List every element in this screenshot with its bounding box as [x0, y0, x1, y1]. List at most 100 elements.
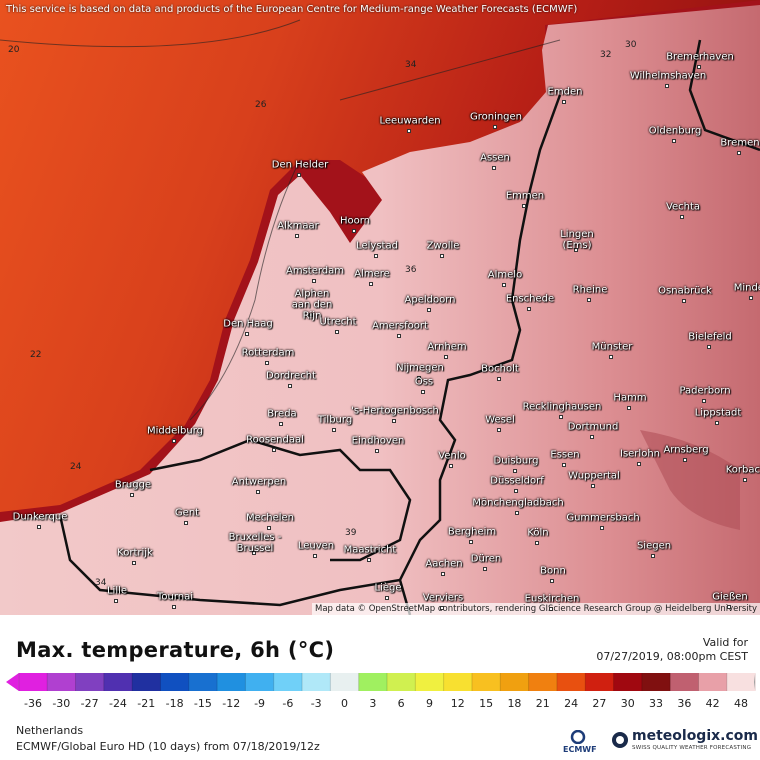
- city-dot: [449, 464, 453, 468]
- brand: meteologix.com: [632, 728, 758, 744]
- city-dot: [297, 173, 301, 177]
- contour-label: 34: [95, 578, 107, 588]
- tick-label: 18: [507, 697, 522, 710]
- city-dot: [427, 308, 431, 312]
- city-dot: [707, 345, 711, 349]
- city-label: Köln: [527, 527, 549, 539]
- city-label: Verviers: [422, 592, 464, 604]
- colorbar-step: [160, 673, 190, 691]
- legend-title: Max. temperature, 6h (°C): [16, 638, 335, 662]
- city-label: Bremen: [720, 137, 760, 149]
- city-label: Lelystad: [356, 240, 398, 252]
- map-attribution: Map data © OpenStreetMap contributors, r…: [312, 603, 760, 615]
- city-dot: [335, 330, 339, 334]
- city-label: Assen: [480, 152, 510, 164]
- city-label: Münster: [591, 341, 633, 353]
- city-dot: [172, 439, 176, 443]
- city-dot: [130, 493, 134, 497]
- colorbar-step: [132, 673, 161, 691]
- city-label: Arnhem: [427, 341, 467, 353]
- city-label: Den Helder: [271, 159, 329, 171]
- city-dot: [397, 334, 401, 338]
- city-dot: [385, 596, 389, 600]
- city-dot: [252, 551, 256, 555]
- city-label: Brugge: [114, 479, 152, 491]
- colorbar-step: [330, 673, 360, 691]
- tick-label: 12: [450, 697, 465, 710]
- brand-logo: [612, 732, 628, 748]
- city-label: Euskirchen: [524, 593, 580, 605]
- city-label: Maastricht: [343, 544, 397, 556]
- city-label: Eindhoven: [351, 435, 405, 447]
- city-dot: [535, 541, 539, 545]
- city-label: Düren: [470, 553, 502, 565]
- city-dot: [313, 554, 317, 558]
- city-label: Recklinghausen: [522, 401, 602, 413]
- colorbar-step: [443, 673, 473, 691]
- colorbar-step: [556, 673, 586, 691]
- ecmwf-logo: [570, 730, 586, 744]
- city-label: Leuven: [297, 540, 335, 552]
- city-label: Gießen: [712, 591, 748, 603]
- city-label: Düsseldorf: [490, 475, 544, 487]
- city-label: Den Haag: [223, 318, 273, 330]
- city-dot: [627, 406, 631, 410]
- tick-label: -9: [254, 697, 266, 710]
- city-label: Rotterdam: [241, 347, 295, 359]
- tick-label: -30: [52, 697, 71, 710]
- city-dot: [562, 463, 566, 467]
- colorbar-step: [698, 673, 728, 691]
- brand-tagline: SWISS QUALITY WEATHER FORECASTING: [632, 745, 752, 751]
- colorbar-end: [754, 673, 756, 691]
- city-label: Bielefeld: [688, 331, 732, 343]
- map: This service is based on data and produc…: [0, 0, 760, 615]
- city-label: Middelburg: [146, 425, 204, 437]
- city-dot: [702, 399, 706, 403]
- colorbar-step: [245, 673, 275, 691]
- city-dot: [245, 332, 249, 336]
- city-dot: [369, 282, 373, 286]
- city-dot: [590, 435, 594, 439]
- city-dot: [637, 462, 641, 466]
- city-dot: [440, 254, 444, 258]
- city-dot: [114, 599, 118, 603]
- city-dot: [441, 572, 445, 576]
- tick-label: -6: [282, 697, 294, 710]
- tick-label: 21: [535, 697, 550, 710]
- city-label: Wesel: [485, 414, 515, 426]
- colorbar-step: [415, 673, 445, 691]
- city-dot: [492, 166, 496, 170]
- city-dot: [587, 298, 591, 302]
- city-dot: [550, 579, 554, 583]
- city-dot: [374, 254, 378, 258]
- colorbar-step: [103, 673, 133, 691]
- city-dot: [295, 234, 299, 238]
- colorbar-step: [726, 673, 756, 691]
- city-dot: [665, 84, 669, 88]
- city-dot: [749, 296, 753, 300]
- tick-label: -27: [80, 697, 99, 710]
- contour-label: 22: [30, 350, 42, 360]
- city-dot: [352, 229, 356, 233]
- tick-label: 36: [677, 697, 692, 710]
- city-label: Bruxelles - Brussel: [228, 532, 282, 554]
- city-dot: [265, 361, 269, 365]
- city-label: Antwerpen: [231, 476, 287, 488]
- city-label: Oss: [414, 376, 434, 388]
- city-label: Aachen: [425, 558, 463, 570]
- colorbar-step: [188, 673, 218, 691]
- city-dot: [272, 448, 276, 452]
- city-dot: [132, 561, 136, 565]
- tick-label: -18: [165, 697, 184, 710]
- city-label: Liège: [374, 582, 402, 594]
- colorbar-step: [387, 673, 416, 691]
- city-dot: [715, 421, 719, 425]
- colorbar-step: [471, 673, 501, 691]
- city-dot: [574, 248, 578, 252]
- city-dot: [522, 204, 526, 208]
- city-label: Almelo: [487, 269, 523, 281]
- city-label: Apeldoorn: [404, 294, 456, 306]
- city-dot: [600, 526, 604, 530]
- city-label: Breda: [267, 408, 297, 420]
